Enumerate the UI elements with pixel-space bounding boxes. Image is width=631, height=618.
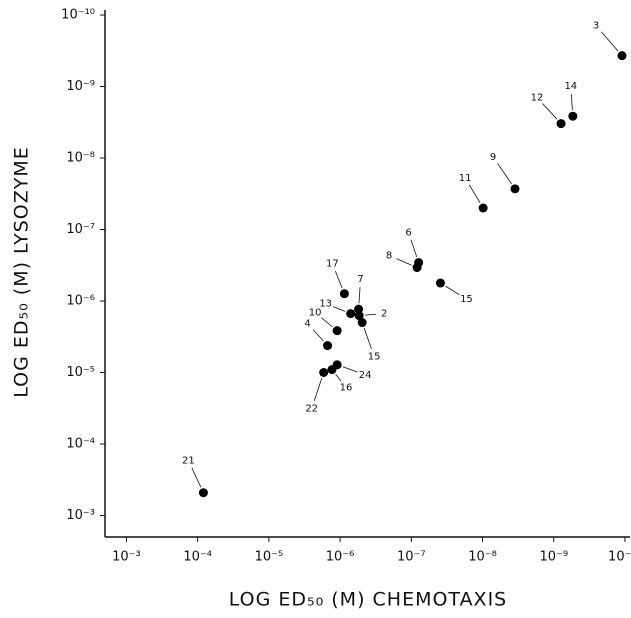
point [510, 184, 520, 194]
point-label: 17 [326, 259, 339, 270]
x-tick-label: 10⁻⁶ [326, 550, 355, 565]
point [354, 311, 364, 321]
point-label: 10 [309, 308, 322, 319]
point-label: 15 [460, 294, 473, 305]
point [198, 488, 208, 498]
leader-line [542, 103, 558, 120]
x-axis-label: LOG ED₅₀ (M) CHEMOTAXIS [229, 589, 508, 611]
leader-line [600, 31, 619, 52]
leader-line [332, 306, 346, 312]
y-tick-label: 10⁻⁴ [66, 436, 95, 451]
leader-line [468, 184, 481, 204]
point-label: 8 [386, 251, 392, 262]
leader-line [497, 163, 512, 185]
x-tick-label: 10⁻⁵ [255, 550, 284, 565]
x-tick-label: 10⁻⁹ [539, 550, 568, 565]
point-label: 22 [305, 403, 318, 414]
x-tick-label: 10⁻³ [112, 550, 141, 565]
point-label: 9 [490, 152, 496, 163]
leader-line [363, 328, 372, 350]
y-tick-label: 10⁻³ [66, 508, 95, 523]
point-label: 24 [359, 370, 372, 381]
leader-line [365, 313, 377, 316]
leader-line [342, 366, 358, 373]
point-label: 7 [357, 274, 363, 285]
leader-line [313, 378, 323, 402]
point-label: 11 [459, 173, 472, 184]
x-tick-label: 10⁻¹⁰ [608, 550, 631, 565]
point-label: 3 [593, 21, 599, 32]
y-tick-label: 10⁻⁶ [66, 294, 95, 309]
point-label: 6 [405, 228, 411, 239]
leader-line [335, 270, 343, 289]
point [412, 263, 422, 273]
point [556, 119, 566, 129]
y-tick-label: 10⁻⁵ [66, 365, 95, 380]
point-label: 13 [319, 299, 332, 310]
point [332, 326, 342, 336]
point [346, 309, 356, 319]
point-label: 21 [182, 456, 195, 467]
leader-line [191, 467, 202, 488]
point-label: 14 [564, 81, 577, 92]
x-tick-label: 10⁻⁷ [397, 550, 426, 565]
leader-line [396, 258, 412, 266]
point [332, 360, 342, 370]
point-label: 16 [340, 383, 353, 394]
point [354, 304, 364, 314]
y-tick-label: 10⁻¹⁰ [61, 8, 95, 23]
point [323, 341, 333, 351]
leader-line [445, 285, 460, 296]
y-tick-label: 10⁻⁹ [66, 79, 95, 94]
y-tick-label: 10⁻⁷ [66, 222, 95, 237]
point [478, 203, 488, 213]
y-axis-label: LOG ED₅₀ (M) LYSOZYME [11, 146, 33, 398]
leader-line [570, 94, 573, 111]
point [617, 51, 627, 61]
point-label: 4 [304, 319, 310, 330]
point-label: 15 [368, 352, 381, 363]
y-tick-label: 10⁻⁸ [66, 151, 95, 166]
point [435, 278, 445, 288]
point [357, 318, 367, 328]
point [339, 289, 349, 299]
leader-line [321, 317, 333, 328]
leader-line [410, 240, 418, 258]
x-tick-label: 10⁻⁴ [183, 550, 212, 565]
leader-line [358, 287, 361, 304]
leader-line [335, 374, 342, 382]
x-tick-label: 10⁻⁸ [468, 550, 497, 565]
point [319, 367, 329, 377]
leader-line [312, 329, 324, 342]
point-label: 12 [531, 93, 544, 104]
point-label: 2 [381, 309, 387, 320]
point [568, 111, 578, 121]
